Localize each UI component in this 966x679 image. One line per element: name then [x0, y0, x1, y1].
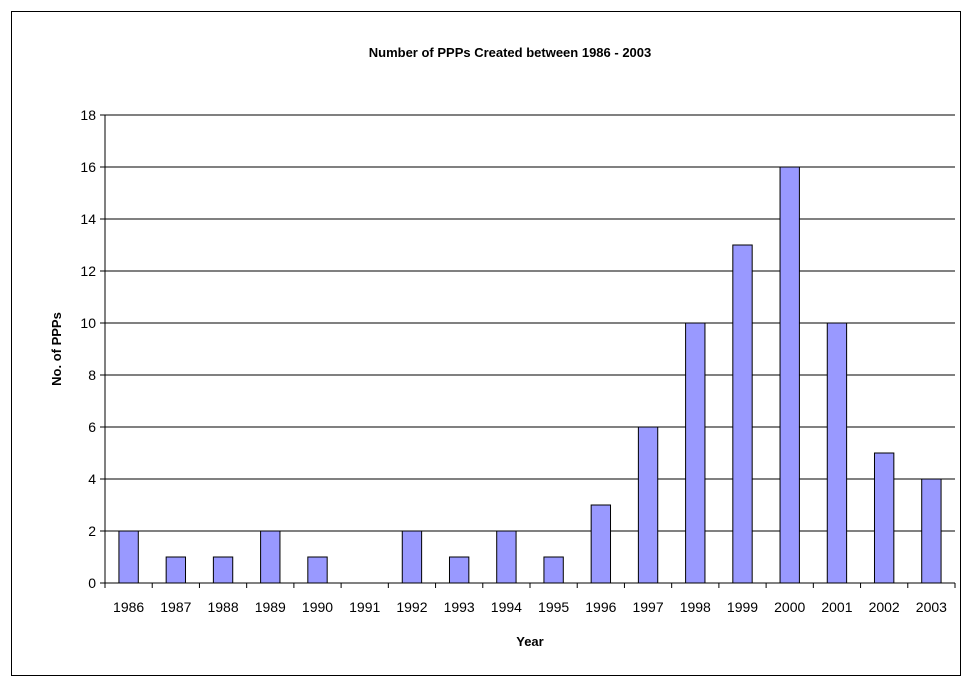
bar: [826, 322, 848, 584]
bar: [401, 530, 423, 584]
y-tick-label: 4: [88, 471, 96, 487]
bar: [307, 556, 328, 584]
y-tick-label: 0: [88, 575, 96, 591]
x-tick-label: 1993: [444, 599, 475, 615]
bar: [118, 530, 139, 584]
y-tick-label: 18: [80, 107, 96, 123]
x-tick-label: 1996: [585, 599, 616, 615]
x-tick-label: 1995: [538, 599, 569, 615]
x-tick-label: 2000: [774, 599, 805, 615]
bar: [165, 556, 187, 584]
x-tick-label: 1992: [396, 599, 427, 615]
chart-title: Number of PPPs Created between 1986 - 20…: [369, 45, 652, 60]
bar: [496, 530, 517, 584]
x-tick-label: 1994: [491, 599, 522, 615]
y-tick-labels: 0 2 4 6 8 10 12 14 16 18: [80, 107, 96, 591]
bar: [590, 504, 612, 584]
y-tick-label: 8: [88, 367, 96, 383]
x-tick-labels: 1986 1987 1988 1989 1990 1991 1992 1993 1994 1995…: [113, 599, 947, 615]
y-tick-label: 10: [80, 315, 96, 331]
y-tick-label: 2: [88, 523, 96, 539]
bar: [921, 478, 942, 584]
bar: [637, 426, 659, 584]
bar: [212, 556, 234, 584]
y-tick-label: 12: [80, 263, 96, 279]
bar: [260, 530, 281, 584]
bar: [873, 452, 895, 584]
x-tick-label: 1989: [255, 599, 286, 615]
x-tick-label: 1990: [302, 599, 333, 615]
x-axis-title: Year: [516, 634, 543, 649]
x-tick-label: 1988: [207, 599, 238, 615]
bars: [118, 166, 942, 584]
axes: [100, 114, 956, 588]
y-tick-label: 16: [80, 159, 96, 175]
x-tick-label: 2001: [821, 599, 852, 615]
x-tick-label: 1999: [727, 599, 758, 615]
grid-lines: [105, 114, 955, 532]
bar: [685, 322, 706, 584]
x-tick-label: 1997: [632, 599, 663, 615]
bar: [448, 556, 470, 584]
y-axis-title: No. of PPPs: [49, 312, 64, 386]
x-tick-label: 1987: [160, 599, 191, 615]
bar: [732, 244, 753, 584]
x-tick-label: 1998: [680, 599, 711, 615]
x-tick-label: 2002: [869, 599, 900, 615]
bar: [543, 556, 564, 584]
bar: [779, 166, 800, 584]
x-tick-label: 1991: [349, 599, 380, 615]
x-tick-label: 2003: [916, 599, 947, 615]
x-tick-label: 1986: [113, 599, 144, 615]
y-tick-label: 6: [88, 419, 96, 435]
y-tick-label: 14: [80, 211, 96, 227]
